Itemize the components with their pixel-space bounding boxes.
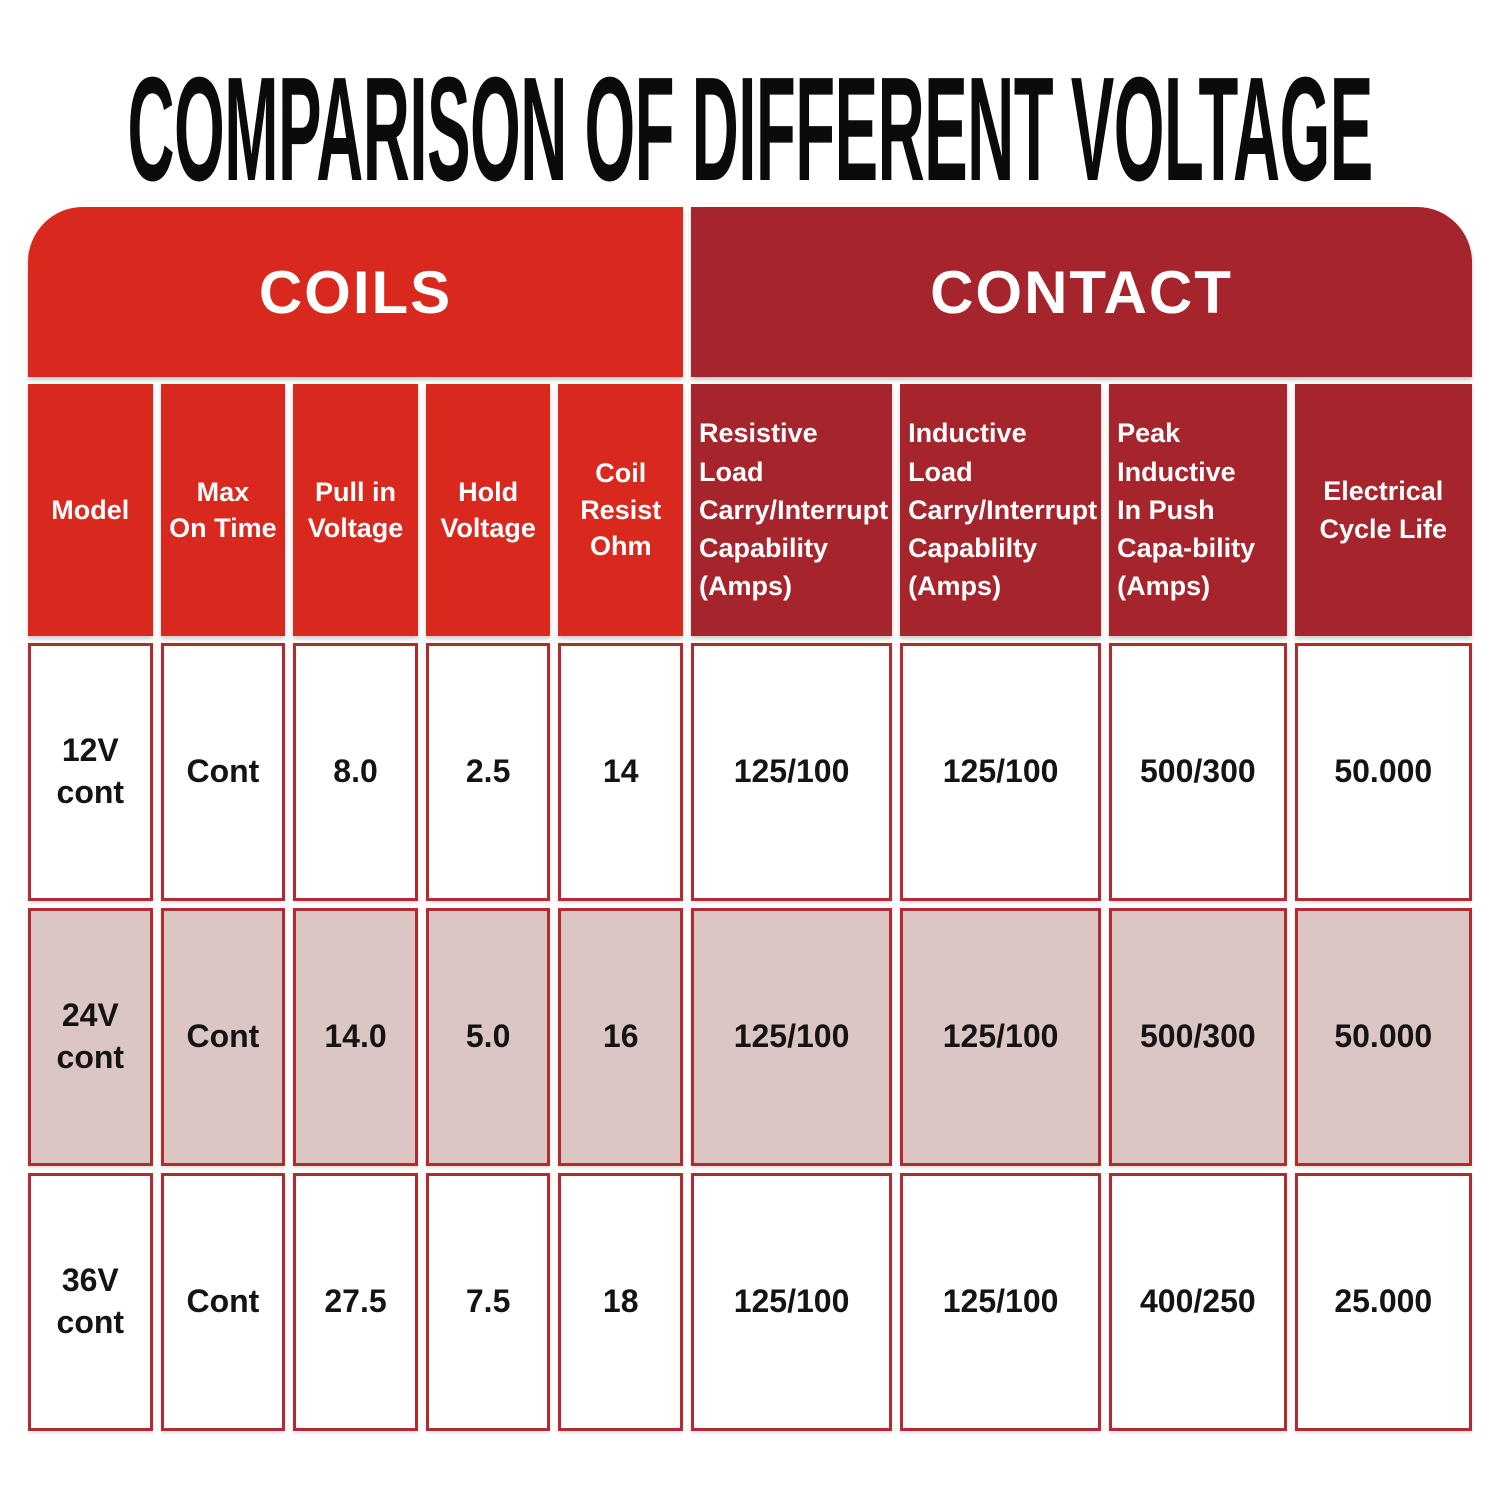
group-header-coils: COILS	[28, 207, 684, 377]
table-cell: 125/100	[691, 908, 893, 1166]
title-bar: COMPARISON OF DIFFERENT VOLTAGE	[0, 0, 1500, 212]
table-cell: 12V cont	[28, 643, 153, 901]
table-cell: Cont	[160, 908, 286, 1166]
column-header-peak-inductive: Peak Inductive In Push Capa-bility (Amps…	[1109, 384, 1287, 636]
group-header-label: COILS	[258, 258, 453, 326]
table-cell: 50.000	[1294, 908, 1472, 1166]
table-cell: 125/100	[900, 1173, 1102, 1431]
column-header-inductive-load: Inductive Load Carry/Interrupt Capablilt…	[900, 384, 1102, 636]
column-header-hold-voltage: Hold Voltage	[425, 384, 551, 636]
comparison-table: COILS CONTACT Model Max On Time Pull in …	[28, 207, 1472, 1431]
table-cell: 7.5	[425, 1173, 551, 1431]
table-cell: 50.000	[1294, 643, 1472, 901]
group-header-contact: CONTACT	[691, 207, 1472, 377]
table-cell: 8.0	[293, 643, 418, 901]
column-header-model: Model	[28, 384, 153, 636]
table-cell: 25.000	[1294, 1173, 1472, 1431]
column-header-pull-in-voltage: Pull in Voltage	[293, 384, 418, 636]
table-cell: 125/100	[900, 908, 1102, 1166]
column-header-coil-resist-ohm: Coil Resist Ohm	[558, 384, 684, 636]
table-cell: 5.0	[425, 908, 551, 1166]
table-cell: Cont	[160, 1173, 286, 1431]
table-cell: 2.5	[425, 643, 551, 901]
column-header-resistive-load: Resistive Load Carry/Interrupt Capabilit…	[691, 384, 893, 636]
table-cell: 14.0	[293, 908, 418, 1166]
table-cell: 27.5	[293, 1173, 418, 1431]
table-cell: 36V cont	[28, 1173, 153, 1431]
table-cell: 16	[558, 908, 684, 1166]
table-cell: 24V cont	[28, 908, 153, 1166]
table-cell: 500/300	[1109, 643, 1287, 901]
table-cell: 125/100	[691, 643, 893, 901]
table-cell: 400/250	[1109, 1173, 1287, 1431]
table-cell: 125/100	[900, 643, 1102, 901]
page-title: COMPARISON OF DIFFERENT VOLTAGE	[127, 47, 1373, 212]
table-cell: 125/100	[691, 1173, 893, 1431]
table-cell: Cont	[160, 643, 286, 901]
column-header-max-on-time: Max On Time	[160, 384, 286, 636]
column-header-electrical-cycle-life: Electrical Cycle Life	[1294, 384, 1472, 636]
table-cell: 18	[558, 1173, 684, 1431]
group-header-label: CONTACT	[930, 258, 1233, 326]
table-cell: 14	[558, 643, 684, 901]
table-cell: 500/300	[1109, 908, 1287, 1166]
